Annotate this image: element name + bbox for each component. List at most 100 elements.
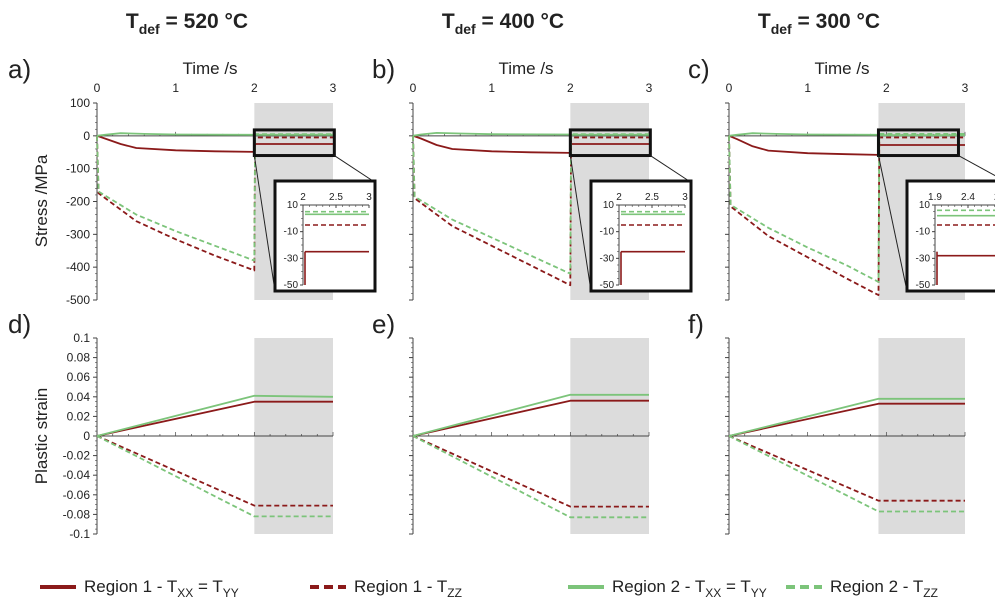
inset-y-tick-label: -30 <box>600 253 615 264</box>
y-tick-label: -0.04 <box>63 468 91 482</box>
inset-y-tick-label: -50 <box>600 280 615 291</box>
inset-x-tick-label: 1.9 <box>928 192 942 203</box>
series-line <box>96 400 333 437</box>
y-tick-label: 0 <box>83 429 90 443</box>
x-axis-label: Time /s <box>498 59 553 78</box>
y-tick-label: 0.08 <box>67 351 91 365</box>
legend-label: Region 1 - TZZ <box>354 577 462 600</box>
series-line <box>728 435 965 513</box>
column-title: Tdef = 520 °C <box>126 10 248 37</box>
y-tick-label: -0.02 <box>63 449 91 463</box>
x-tick-label: 2 <box>251 81 258 95</box>
panel-label: c) <box>688 54 710 84</box>
x-tick-label: 1 <box>804 81 811 95</box>
x-axis-label: Time /s <box>814 59 869 78</box>
legend-item: Region 2 - TXX = TYY <box>568 577 767 600</box>
panel-label: d) <box>8 309 31 339</box>
x-tick-label: 0 <box>410 81 417 95</box>
series-line <box>728 435 965 502</box>
x-tick-label: 0 <box>726 81 733 95</box>
inset-y-tick-label: -50 <box>916 280 931 291</box>
panel-b: 0 1 2 3 Time /s 2 2.5 3 10 -10 -30 -50 <box>409 59 693 301</box>
inset: 1.92.42.910-10-30-50 <box>905 179 995 293</box>
x-tick-label: 3 <box>962 81 969 95</box>
series-line <box>412 399 649 437</box>
inset-y-tick-label: -50 <box>284 280 299 291</box>
y-tick-label: -500 <box>66 293 90 307</box>
panel-label: a) <box>8 54 31 84</box>
inset-x-tick-label: 2.5 <box>645 192 659 203</box>
inset-frame <box>273 179 377 293</box>
series-line <box>728 132 965 283</box>
inset-x-tick-label: 3 <box>682 192 688 203</box>
y-tick-label: 100 <box>70 96 90 110</box>
series-line <box>412 393 649 437</box>
series-line <box>728 397 965 437</box>
panel-d: 0.1 0.08 0.06 0.04 0.02 0 -0.02 -0.04 -0.06 -0.08… <box>63 331 334 541</box>
x-tick-label: 3 <box>330 81 337 95</box>
y-tick-label: 0.06 <box>67 370 91 384</box>
inset: 2 2.5 3 10 -10 -30 -50 <box>273 179 377 293</box>
series-line <box>728 402 965 437</box>
y-tick-label: -200 <box>66 195 90 209</box>
column-title: Tdef = 400 °C <box>442 10 564 37</box>
y-axis-label-strain: Plastic strain <box>32 388 51 484</box>
zoom-box <box>568 128 652 158</box>
y-tick-label: 0.04 <box>67 390 91 404</box>
zoom-connector <box>877 155 908 292</box>
y-tick-label: -300 <box>66 227 90 241</box>
legend-label: Region 2 - TZZ <box>830 577 938 600</box>
inset-x-tick-label: 2 <box>616 192 622 203</box>
y-tick-label: -0.1 <box>69 527 90 541</box>
zoom-connector <box>650 155 690 182</box>
inset-y-tick-label: -30 <box>284 253 299 264</box>
x-tick-label: 1 <box>172 81 179 95</box>
series-line <box>412 435 649 508</box>
series-line <box>96 394 334 437</box>
inset-x-tick-label: 3 <box>366 192 372 203</box>
inset: 2 2.5 3 10 -10 -30 -50 <box>589 179 693 293</box>
legend-item: Region 2 - TZZ <box>786 577 938 600</box>
zoom-box <box>876 128 960 158</box>
inset-y-tick-label: -10 <box>284 227 299 238</box>
x-tick-label: 2 <box>567 81 574 95</box>
inset-y-tick-label: 10 <box>603 200 615 211</box>
panel-label: e) <box>372 309 395 339</box>
series-line <box>412 435 649 519</box>
panel-f <box>725 337 966 535</box>
legend-label: Region 2 - TXX = TYY <box>612 577 767 600</box>
y-tick-label: -400 <box>66 260 90 274</box>
series-line <box>96 435 333 518</box>
panel-label: b) <box>372 54 395 84</box>
inset-y-tick-label: 10 <box>287 200 299 211</box>
series-line <box>412 133 649 275</box>
inset-y-tick-label: -30 <box>916 253 931 264</box>
y-tick-label: -100 <box>66 162 90 176</box>
inset-x-tick-label: 2.5 <box>329 192 343 203</box>
y-tick-label: -0.08 <box>63 507 91 521</box>
inset-frame <box>905 179 995 293</box>
inset-y-tick-label: -10 <box>600 227 615 238</box>
series-line <box>96 435 333 507</box>
x-axis-label: Time /s <box>182 59 237 78</box>
inset-x-tick-label: 2 <box>300 192 306 203</box>
zoom-connector <box>334 155 374 182</box>
y-tick-label: 0 <box>83 129 90 143</box>
panel-e <box>409 337 650 535</box>
legend-item: Region 1 - TZZ <box>310 577 462 600</box>
zoom-connector <box>253 155 276 292</box>
zoom-box <box>252 128 336 158</box>
panel-a: 100 0 -100 -200 -300 -400 -500 0 1 2 3 Time /s 2 2.5 3… <box>66 59 377 307</box>
inset-frame <box>589 179 693 293</box>
y-tick-label: -0.06 <box>63 488 91 502</box>
x-tick-label: 1 <box>488 81 495 95</box>
column-title: Tdef = 300 °C <box>758 10 880 37</box>
y-tick-label: 0.02 <box>67 409 91 423</box>
legend-item: Region 1 - TXX = TYY <box>40 577 239 600</box>
inset-x-tick-label: 2.4 <box>961 192 975 203</box>
inset-y-tick-label: -10 <box>916 227 931 238</box>
series-line <box>96 135 333 272</box>
zoom-connector <box>569 155 592 292</box>
legend-label: Region 1 - TXX = TYY <box>84 577 239 600</box>
